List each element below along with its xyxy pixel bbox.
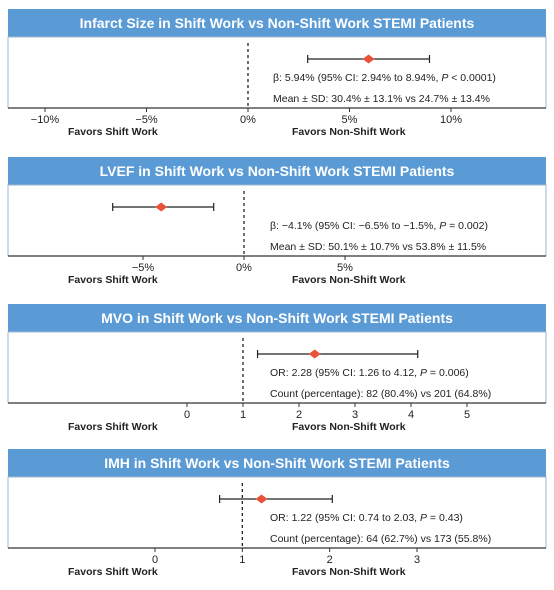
panel-2-summary-line: Mean ± SD: 50.1% ± 10.7% vs 53.8% ± 11.5…	[270, 241, 486, 253]
panel-2-tick-label-1: 0%	[236, 262, 252, 274]
panel-1-title: Infarct Size in Shift Work vs Non-Shift …	[80, 15, 475, 31]
panel-1-favors-left: Favors Shift Work	[68, 126, 158, 138]
panel-4-frame	[7, 476, 547, 548]
panel-4-title: IMH in Shift Work vs Non-Shift Work STEM…	[104, 455, 450, 471]
panel-4-estimate-marker	[255, 494, 268, 504]
panel-4-summary-line: Count (percentage): 64 (62.7%) vs 173 (5…	[270, 533, 491, 545]
panel-2-header-bar	[8, 157, 546, 185]
panel-1-favors-right: Favors Non-Shift Work	[292, 126, 406, 138]
panel-2-title: LVEF in Shift Work vs Non-Shift Work STE…	[100, 163, 455, 179]
panel-4-tick-label-3: 3	[414, 554, 420, 566]
panel-4-tick-label-0: 0	[152, 554, 158, 566]
panel-3-estimate-marker	[308, 349, 321, 359]
panel-4-tick-label-2: 2	[327, 554, 333, 566]
panel-1-summary-line: Mean ± SD: 30.4% ± 13.1% vs 24.7% ± 13.4…	[273, 93, 490, 105]
panel-3-tick-label-3: 3	[352, 409, 358, 421]
panel-2-frame	[7, 184, 547, 256]
panel-4-stat-line: OR: 1.22 (95% CI: 0.74 to 2.03, P = 0.43…	[270, 512, 463, 524]
panel-4-favors-right: Favors Non-Shift Work	[292, 566, 406, 578]
panel-1-tick-label-2: 0%	[240, 114, 256, 126]
panel-1-tick-label-0: −10%	[31, 114, 60, 126]
panel-3-header-bar	[8, 304, 546, 332]
panel-3-tick-label-1: 1	[240, 409, 246, 421]
panel-3-favors-left: Favors Shift Work	[68, 421, 158, 433]
panel-3-tick-label-0: 0	[184, 409, 190, 421]
panel-4-header-bar	[8, 449, 546, 477]
panel-1-header-bar	[8, 9, 546, 37]
panel-1-frame	[7, 36, 547, 108]
panel-2-estimate-marker	[155, 202, 168, 212]
panel-1-estimate-marker	[362, 54, 375, 64]
panel-4-favors-left: Favors Shift Work	[68, 566, 158, 578]
panel-1-tick-label-4: 10%	[440, 114, 462, 126]
panel-2-stat-line: β: −4.1% (95% CI: −6.5% to −1.5%, P = 0.…	[270, 220, 488, 232]
panel-2-tick-label-0: −5%	[132, 262, 155, 274]
panel-1-tick-label-1: −5%	[135, 114, 158, 126]
panel-3-tick-label-4: 4	[408, 409, 414, 421]
panel-1-tick-label-3: 5%	[342, 114, 358, 126]
panel-3-title: MVO in Shift Work vs Non-Shift Work STEM…	[101, 310, 453, 326]
panel-3-frame	[7, 331, 547, 403]
panel-3-favors-right: Favors Non-Shift Work	[292, 421, 406, 433]
panel-2-favors-left: Favors Shift Work	[68, 274, 158, 286]
panel-2-favors-right: Favors Non-Shift Work	[292, 274, 406, 286]
panel-1-stat-line: β: 5.94% (95% CI: 2.94% to 8.94%, P < 0.…	[273, 72, 496, 84]
panel-3-stat-line: OR: 2.28 (95% CI: 1.26 to 4.12, P = 0.00…	[270, 367, 469, 379]
panel-2-tick-label-2: 5%	[337, 262, 353, 274]
panel-3-tick-label-5: 5	[464, 409, 470, 421]
panel-4-tick-label-1: 1	[239, 554, 245, 566]
panel-3-summary-line: Count (percentage): 82 (80.4%) vs 201 (6…	[270, 388, 491, 400]
panel-3-tick-label-2: 2	[296, 409, 302, 421]
